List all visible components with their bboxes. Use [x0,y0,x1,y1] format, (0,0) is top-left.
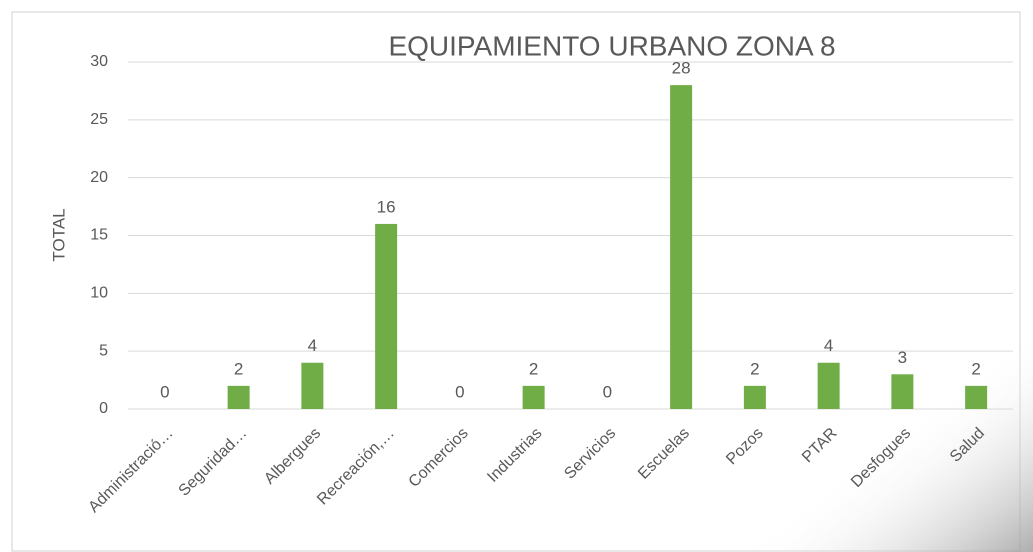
bar [817,362,840,409]
y-axis-label: TOTAL [49,208,68,261]
data-label: 4 [824,336,833,355]
data-label: 2 [529,359,538,378]
data-label: 0 [455,382,464,401]
bar [891,374,914,409]
data-label: 4 [308,336,317,355]
bar [227,385,250,409]
y-tick-label: 10 [90,285,108,302]
y-tick-label: 20 [90,169,108,186]
data-label: 16 [377,197,396,216]
bar [670,85,693,409]
bar [375,223,398,409]
shadow [700,300,1033,552]
data-label: 3 [898,348,907,367]
data-label: 0 [160,382,169,401]
y-tick-label: 15 [90,227,108,244]
chart-title: EQUIPAMIENTO URBANO ZONA 8 [388,30,835,61]
data-label: 0 [603,382,612,401]
bar [965,385,988,409]
y-tick-label: 25 [90,111,108,128]
bar [522,385,545,409]
data-label: 2 [971,359,980,378]
bar [743,385,766,409]
data-label: 28 [672,59,691,78]
y-tick-label: 5 [99,342,108,359]
bar [301,362,324,409]
y-tick-label: 0 [99,400,108,417]
y-tick-label: 30 [90,53,108,70]
data-label: 2 [234,359,243,378]
data-label: 2 [750,359,759,378]
